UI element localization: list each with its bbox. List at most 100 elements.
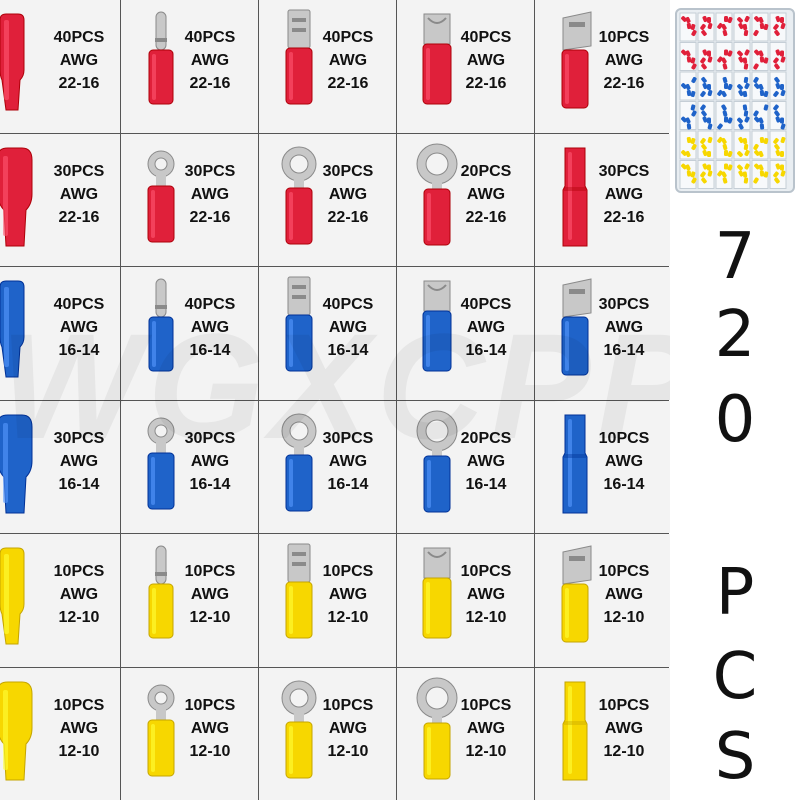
headline-char-c: C [712,640,758,714]
terminal-cell: 30PCS AWG 22-16 [535,133,672,266]
terminal-butt-image [562,147,588,246]
awg-range: 22-16 [603,75,645,92]
piece-count: 10PCS [184,563,236,580]
terminal-label: 30PCS AWG 22-16 [307,160,389,229]
terminal-label: 40PCS AWG 22-16 [445,26,527,95]
piece-count: 10PCS [53,563,105,580]
piece-count: 40PCS [322,296,374,313]
terminal-female-insulated-image [0,280,25,378]
terminal-male-insulated-image [0,147,33,246]
terminal-cell: 30PCS AWG 16-14 [0,400,120,533]
sidebar: 7 2 0 P C S [670,0,800,800]
awg-range: 12-10 [465,742,507,760]
awg-label: AWG [328,52,368,69]
piece-count: 30PCS [322,429,374,447]
piece-count: 30PCS [184,162,236,180]
terminal-ring-small-image [147,684,175,776]
terminal-cell: 10PCS AWG 16-14 [535,400,672,533]
piece-count: 40PCS [460,29,512,46]
awg-range: 16-14 [327,475,369,493]
terminal-female-insulated-image [0,13,25,111]
terminal-cell: 10PCS AWG 12-10 [397,667,534,800]
awg-label: AWG [190,586,230,603]
awg-range: 12-10 [58,742,100,760]
awg-range: 16-14 [465,475,507,493]
terminal-assortment-grid: 40PCS AWG 22-16 40PCS AWG 22-16 40PCS AWG 22-16 4… [0,0,672,800]
storage-box-photo [675,8,795,193]
terminal-ring-medium-image [281,680,317,778]
terminal-male-insulated-image [0,414,33,513]
terminal-ring-medium-image [281,413,317,511]
terminal-label: 10PCS AWG 12-10 [38,694,120,763]
terminal-cell: 10PCS AWG 12-10 [535,667,672,800]
awg-label: AWG [190,185,230,203]
awg-label: AWG [466,452,506,470]
piece-count: 30PCS [598,162,650,180]
awg-range: 22-16 [465,208,507,226]
terminal-cell: 40PCS AWG 16-14 [121,267,258,400]
awg-range: 22-16 [327,208,369,226]
awg-label: AWG [466,586,506,603]
piece-count: 30PCS [53,162,105,180]
awg-range: 12-10 [603,742,645,760]
terminal-ring-small-image [147,417,175,509]
terminal-label: 40PCS AWG 16-14 [169,293,251,362]
terminal-cell: 10PCS AWG 12-10 [0,534,120,667]
awg-label: AWG [190,319,230,336]
awg-label: AWG [604,319,644,336]
awg-range: 22-16 [189,75,231,92]
piece-count: 10PCS [184,696,236,714]
awg-label: AWG [604,719,644,737]
terminal-label: 30PCS AWG 22-16 [169,160,251,229]
awg-label: AWG [59,52,99,69]
piece-count: 10PCS [460,696,512,714]
terminal-male-spade-image [285,9,313,105]
awg-label: AWG [328,185,368,203]
piece-count: 20PCS [460,162,512,180]
awg-label: AWG [59,319,99,336]
piece-count: 10PCS [598,29,650,46]
piece-count: 40PCS [460,296,512,313]
terminal-label: 10PCS AWG 22-16 [583,26,665,95]
awg-range: 12-10 [327,742,369,760]
terminal-label: 40PCS AWG 22-16 [169,26,251,95]
piece-count: 20PCS [460,429,512,447]
piece-count: 10PCS [322,563,374,580]
terminal-label: 30PCS AWG 22-16 [583,160,665,229]
terminal-cell: 30PCS AWG 16-14 [259,400,396,533]
headline-char-7: 7 [714,220,756,294]
awg-range: 22-16 [603,208,645,226]
terminal-bullet-image [148,545,174,639]
terminal-cell: 40PCS AWG 16-14 [259,267,396,400]
terminal-ring-medium-image [281,146,317,244]
awg-range: 16-14 [189,475,231,493]
terminal-label: 20PCS AWG 16-14 [445,427,527,496]
terminal-female-spade-image [422,13,452,105]
piece-count: 10PCS [322,696,374,714]
awg-range: 16-14 [58,342,100,359]
terminal-cell: 40PCS AWG 16-14 [0,267,120,400]
awg-range: 12-10 [189,742,231,760]
terminal-label: 30PCS AWG 22-16 [38,160,120,229]
terminal-butt-image [562,681,588,780]
piece-count: 30PCS [598,296,650,313]
terminal-bullet-image [148,11,174,105]
terminal-cell: 20PCS AWG 16-14 [397,400,534,533]
terminal-label: 30PCS AWG 16-14 [169,427,251,496]
terminal-label: 10PCS AWG 12-10 [583,694,665,763]
terminal-label: 40PCS AWG 22-16 [38,26,120,95]
awg-label: AWG [604,52,644,69]
terminal-label: 40PCS AWG 16-14 [445,293,527,362]
awg-label: AWG [466,185,506,203]
terminal-label: 10PCS AWG 12-10 [583,560,665,629]
awg-label: AWG [190,452,230,470]
awg-range: 12-10 [189,609,231,626]
terminal-ring-small-image [147,150,175,242]
awg-range: 22-16 [327,75,369,92]
terminal-female-spade-image [422,280,452,372]
awg-label: AWG [604,586,644,603]
terminal-ring-large-image [416,410,458,512]
awg-label: AWG [604,185,644,203]
terminal-label: 40PCS AWG 22-16 [307,26,389,95]
awg-range: 22-16 [58,75,100,92]
